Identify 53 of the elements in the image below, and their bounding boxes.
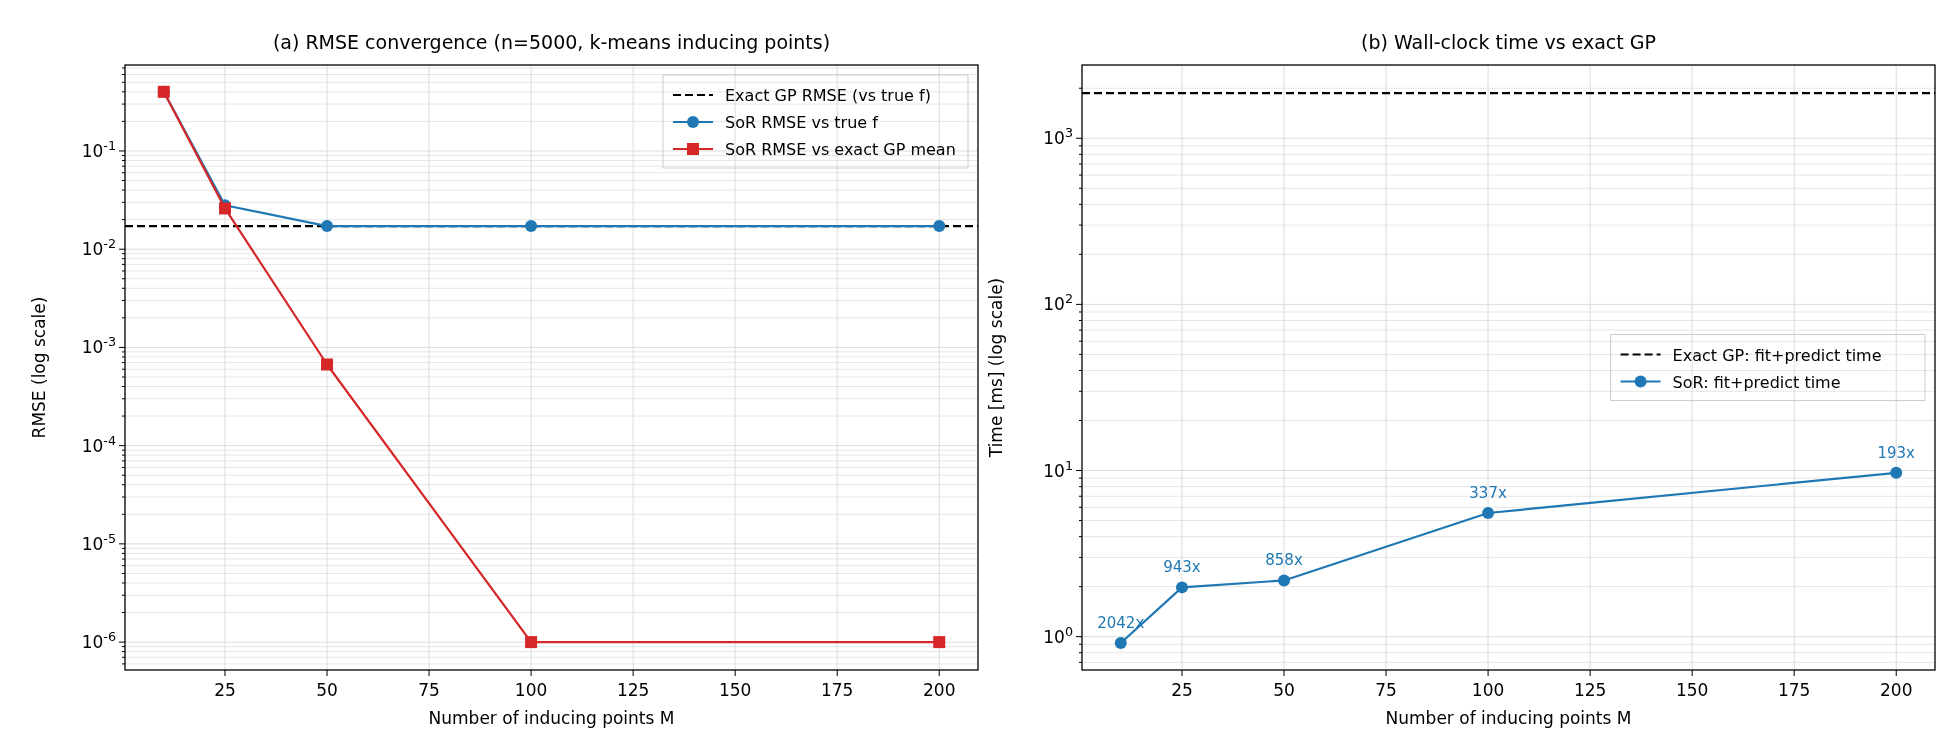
- legend-label: SoR RMSE vs exact GP mean: [725, 140, 956, 159]
- chart-title: (a) RMSE convergence (n=5000, k-means inducing points): [272, 31, 831, 53]
- x-tick-label: 150: [1675, 680, 1709, 700]
- x-tick-label: 125: [1573, 680, 1607, 700]
- point: [321, 358, 334, 371]
- y-tick-label: 10$^{-4}$: [81, 432, 116, 456]
- y-tick-label: 10$^{-1}$: [81, 137, 116, 161]
- legend-label: SoR RMSE vs true f: [725, 113, 879, 132]
- legend-label: Exact GP RMSE (vs true f): [725, 86, 931, 105]
- x-tick-label: 175: [820, 680, 854, 700]
- x-axis-title: Number of inducing points M: [428, 708, 675, 728]
- chart-title: (b) Wall-clock time vs exact GP: [1361, 31, 1656, 53]
- x-tick-label: 150: [718, 680, 752, 700]
- y-tick-label: 10$^{-5}$: [81, 530, 116, 554]
- x-tick-label: 25: [1171, 680, 1193, 700]
- legend-label: Exact GP: fit+predict time: [1672, 345, 1882, 365]
- annotation: 943x: [1163, 558, 1201, 577]
- annotation: 858x: [1265, 551, 1303, 570]
- x-tick-label: 100: [1471, 680, 1505, 700]
- legend-label: SoR: fit+predict time: [1672, 372, 1841, 392]
- y-tick-label: 10$^{3}$: [1043, 124, 1073, 149]
- x-tick-label: 200: [923, 680, 956, 700]
- point: [1278, 574, 1291, 587]
- point: [1482, 507, 1495, 520]
- x-tick-label: 75: [418, 680, 440, 700]
- annotation: 337x: [1469, 484, 1507, 503]
- annotation: 2042x: [1097, 613, 1145, 632]
- x-tick-label: 175: [1777, 680, 1811, 700]
- point: [1890, 466, 1903, 479]
- point: [525, 636, 538, 649]
- x-axis-title: Number of inducing points M: [1385, 708, 1632, 728]
- y-tick-label: 10$^{-6}$: [81, 628, 116, 653]
- y-tick-label: 10$^{-2}$: [81, 235, 116, 260]
- x-tick-label: 25: [214, 680, 236, 700]
- point: [933, 636, 946, 649]
- x-tick-label: 200: [1880, 680, 1913, 700]
- y-tick-label: 10$^{-3}$: [81, 333, 116, 358]
- y-tick-label: 10$^{1}$: [1043, 457, 1073, 481]
- x-tick-label: 75: [1375, 680, 1397, 700]
- x-tick-label: 125: [616, 680, 650, 700]
- x-tick-label: 100: [514, 680, 548, 700]
- y-axis-title: RMSE (log scale): [29, 296, 49, 439]
- point: [1175, 581, 1188, 594]
- point: [525, 220, 538, 233]
- annotation: 193x: [1877, 443, 1916, 462]
- point: [933, 220, 946, 233]
- x-tick-label: 50: [316, 680, 338, 700]
- y-tick-label: 10$^{2}$: [1043, 290, 1073, 315]
- x-tick-label: 50: [1273, 680, 1295, 700]
- y-axis-title: Time [ms] (log scale): [986, 277, 1006, 459]
- point: [1114, 636, 1127, 649]
- point: [321, 220, 334, 233]
- y-tick-label: 10$^{0}$: [1043, 623, 1073, 647]
